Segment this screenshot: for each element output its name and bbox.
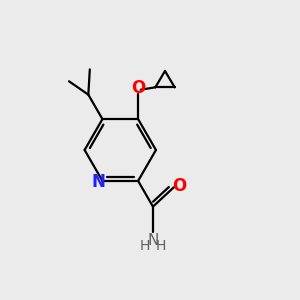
Text: O: O <box>172 177 186 195</box>
Text: N: N <box>92 173 106 191</box>
Text: O: O <box>131 80 145 98</box>
Text: N: N <box>147 233 159 248</box>
Text: H: H <box>155 239 166 253</box>
Text: H: H <box>140 239 150 253</box>
